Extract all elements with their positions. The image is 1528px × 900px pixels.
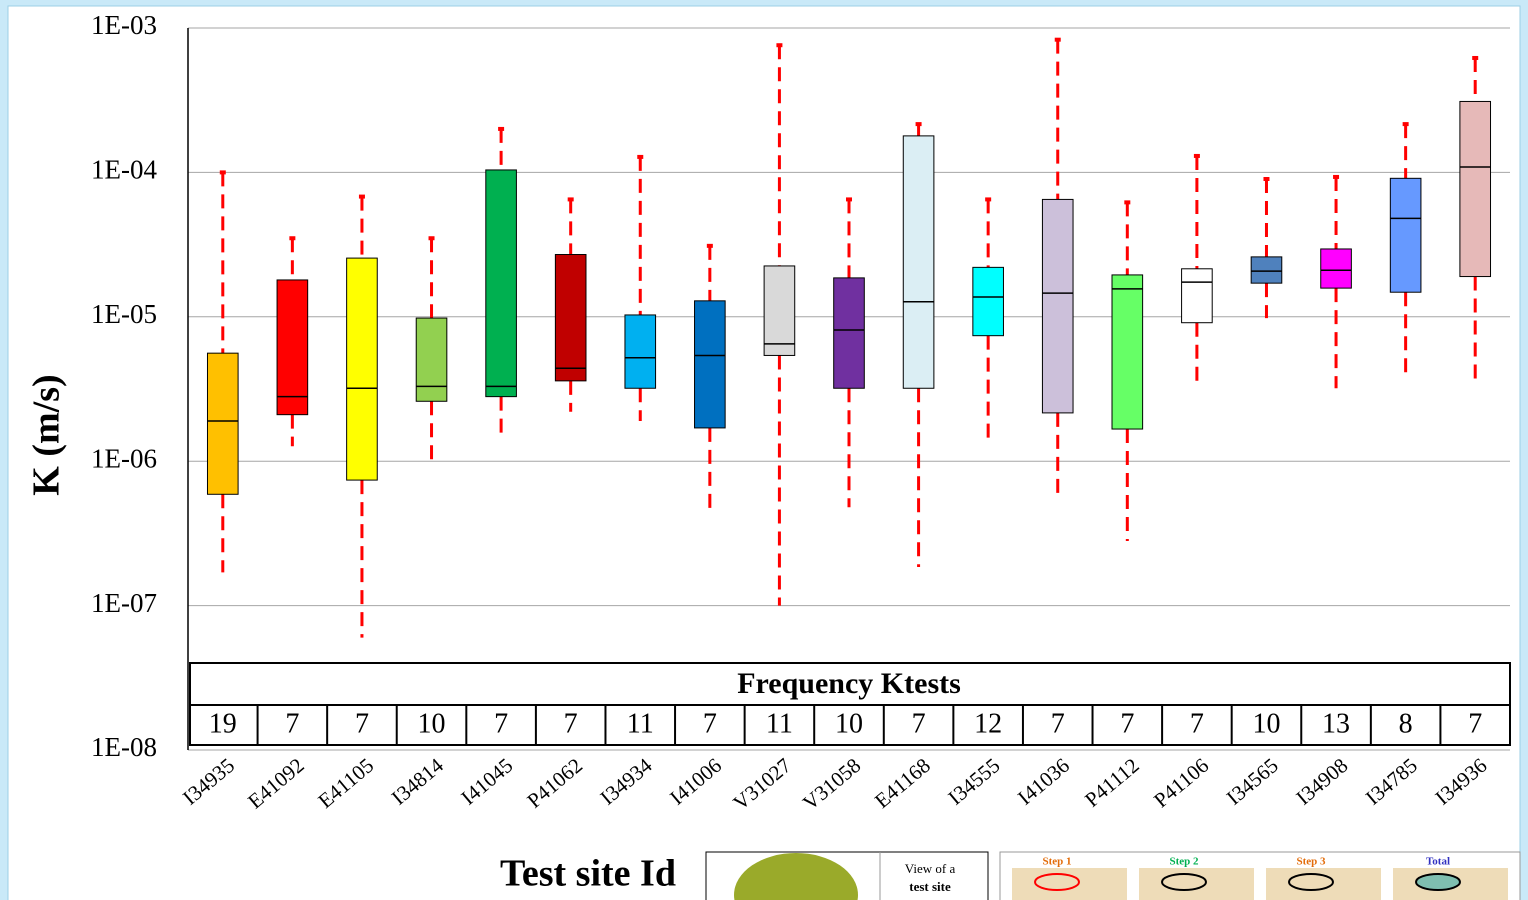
step-background	[1012, 868, 1127, 900]
box	[1389, 177, 1422, 293]
frequency-value: 10	[835, 708, 863, 739]
y-tick-label: 1E-06	[91, 443, 157, 473]
frequency-value: 10	[1252, 708, 1280, 739]
step-label: Step 1	[1042, 856, 1071, 868]
box	[346, 257, 378, 481]
box	[554, 254, 587, 382]
y-tick-label: 1E-07	[91, 588, 157, 618]
step-label: Step 3	[1296, 856, 1326, 868]
frequency-value: 7	[1120, 708, 1134, 739]
y-tick-label: 1E-03	[91, 10, 157, 40]
frequency-value: 12	[974, 708, 1002, 739]
frequency-value: 7	[703, 708, 717, 739]
frequency-value: 7	[1190, 708, 1204, 739]
step-background	[1139, 868, 1254, 900]
step-background	[1266, 868, 1381, 900]
box	[485, 169, 517, 398]
box	[972, 266, 1004, 337]
frequency-value: 10	[418, 708, 446, 739]
box	[276, 279, 309, 416]
box	[1459, 100, 1492, 278]
box	[833, 277, 865, 389]
box	[1181, 268, 1213, 324]
x-axis-label: Test site Id	[500, 853, 676, 895]
frequency-value: 7	[564, 708, 578, 739]
frequency-value: 7	[355, 708, 369, 739]
box	[763, 265, 796, 356]
box	[1041, 198, 1074, 414]
step-cylinder	[1288, 873, 1334, 891]
frequency-value: 7	[912, 708, 926, 739]
step-cylinder	[1034, 873, 1080, 891]
frequency-value: 13	[1322, 708, 1350, 739]
inset-caption: test site	[909, 879, 951, 894]
frequency-value: 8	[1399, 708, 1413, 739]
box	[902, 135, 935, 389]
y-tick-label: 1E-08	[91, 732, 157, 762]
box	[206, 352, 239, 495]
frequency-value: 7	[285, 708, 299, 739]
step-cylinder	[1161, 873, 1207, 891]
box	[415, 317, 448, 402]
frequency-value: 11	[627, 708, 654, 739]
table-title: Frequency Ktests	[737, 667, 961, 700]
frequency-value: 7	[1468, 708, 1482, 739]
frequency-value: 7	[1051, 708, 1065, 739]
box	[624, 314, 657, 389]
inset-tree	[734, 853, 858, 900]
step-label: Step 2	[1169, 856, 1199, 868]
inset-steps-group: Step 1 Step 2 Step 3 Total	[1012, 856, 1508, 900]
y-axis-label: K (m/s)	[26, 374, 68, 495]
y-tick-label: 1E-05	[91, 299, 157, 329]
box	[694, 300, 726, 429]
box	[1320, 248, 1352, 289]
frequency-value: 7	[494, 708, 508, 739]
frequency-value: 19	[209, 708, 237, 739]
frequency-value: 11	[766, 708, 793, 739]
inset-caption: View of a	[905, 861, 956, 876]
box	[1111, 274, 1144, 430]
box	[1250, 256, 1283, 284]
step-label: Total	[1426, 856, 1450, 868]
step-cylinder	[1415, 873, 1461, 891]
y-tick-label: 1E-04	[91, 155, 157, 185]
